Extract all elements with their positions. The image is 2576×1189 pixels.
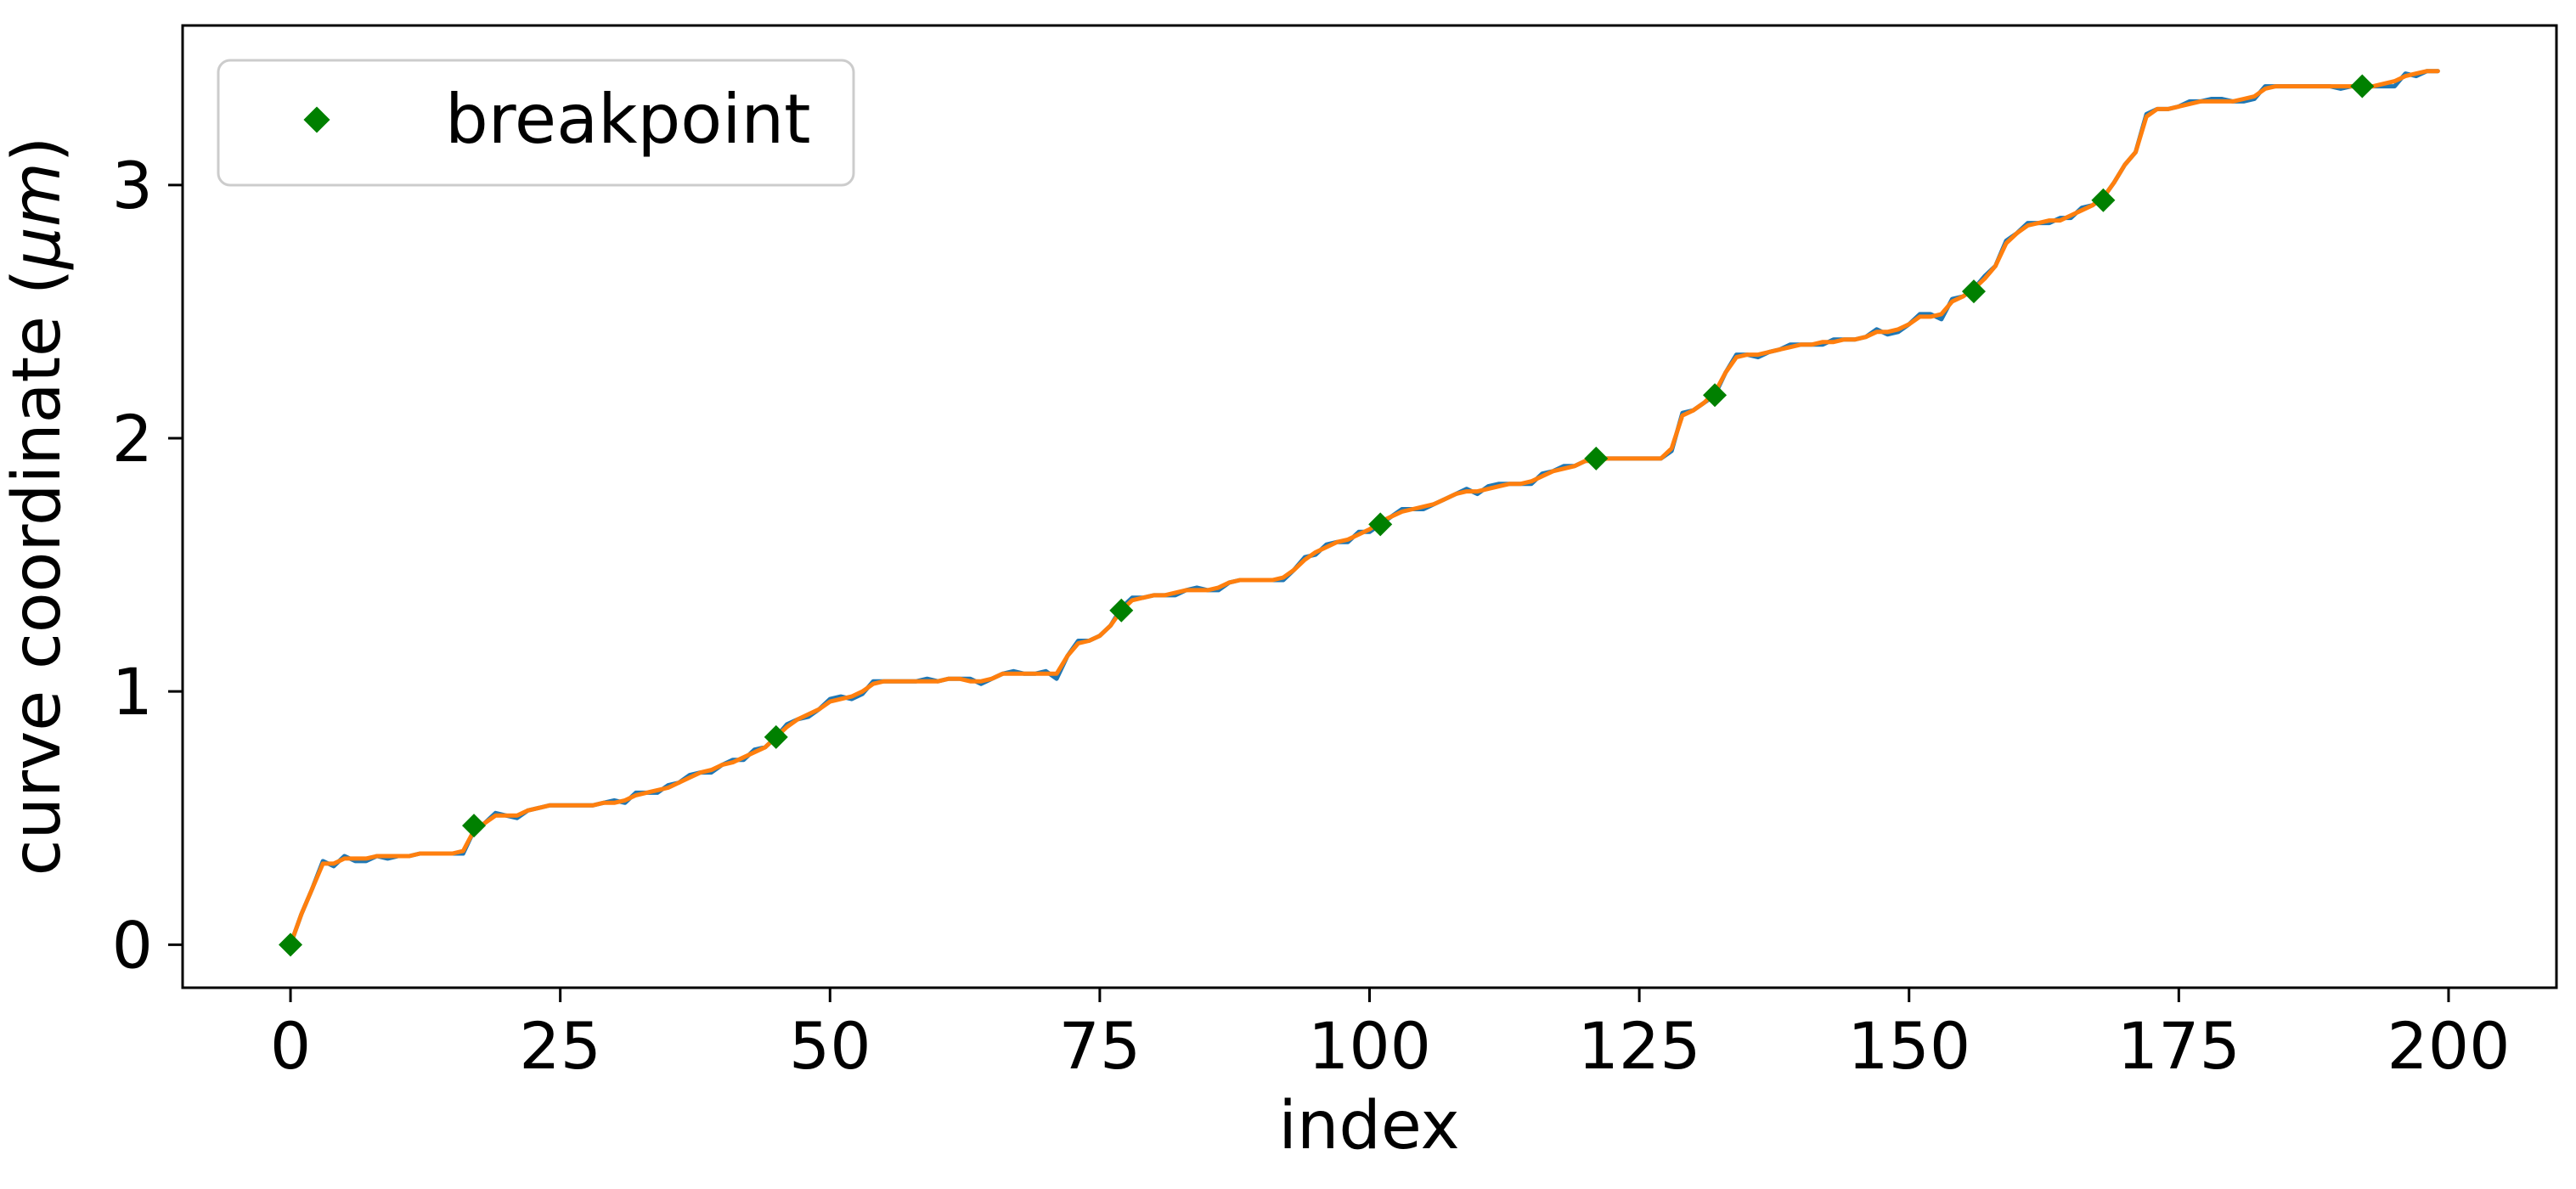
x-tick-label: 150 bbox=[1847, 1008, 1970, 1084]
breakpoint-marker bbox=[1961, 279, 1986, 304]
series-line-2 bbox=[288, 69, 2440, 947]
breakpoint-markers bbox=[279, 74, 2375, 957]
breakpoint-marker bbox=[2091, 188, 2116, 212]
y-axis-ticks: 0 1 2 3 bbox=[112, 148, 183, 983]
x-axis-label: index bbox=[1278, 1088, 1459, 1164]
breakpoint-marker bbox=[1368, 512, 1393, 537]
x-tick-label: 200 bbox=[2387, 1008, 2510, 1084]
legend-marker-icon bbox=[303, 106, 330, 133]
y-tick-label: 0 bbox=[112, 907, 153, 983]
y-axis-label: curve coordinate (μm) bbox=[0, 137, 76, 876]
legend: breakpoint bbox=[217, 59, 855, 187]
breakpoint-marker bbox=[764, 724, 788, 749]
x-tick-label: 125 bbox=[1578, 1008, 1701, 1084]
x-tick-label: 175 bbox=[2117, 1008, 2241, 1084]
y-tick-label: 2 bbox=[112, 401, 153, 476]
x-tick-label: 100 bbox=[1308, 1008, 1431, 1084]
y-axis-label-suffix: ) bbox=[0, 137, 76, 162]
y-tick-label: 1 bbox=[112, 654, 153, 730]
y-axis-label-prefix: curve coordinate ( bbox=[0, 269, 76, 876]
legend-label-breakpoint: breakpoint bbox=[445, 80, 811, 159]
x-tick-label: 50 bbox=[789, 1008, 871, 1084]
series-layer bbox=[288, 69, 2440, 947]
x-tick-label: 0 bbox=[270, 1008, 311, 1084]
breakpoint-marker bbox=[2350, 74, 2375, 99]
x-tick-label: 25 bbox=[519, 1008, 601, 1084]
x-axis-ticks: 0 25 50 75 100 125 150 175 200 bbox=[270, 988, 2510, 1084]
breakpoint-marker bbox=[279, 933, 303, 957]
breakpoint-marker bbox=[1703, 383, 1728, 408]
breakpoint-marker bbox=[1584, 446, 1609, 471]
x-tick-label: 75 bbox=[1059, 1008, 1141, 1084]
legend-box bbox=[217, 59, 855, 187]
breakpoint-marker bbox=[1109, 598, 1134, 623]
y-tick-label: 3 bbox=[112, 148, 153, 223]
y-axis-label-unit: μm bbox=[0, 162, 76, 271]
breakpoint-marker bbox=[462, 814, 487, 838]
